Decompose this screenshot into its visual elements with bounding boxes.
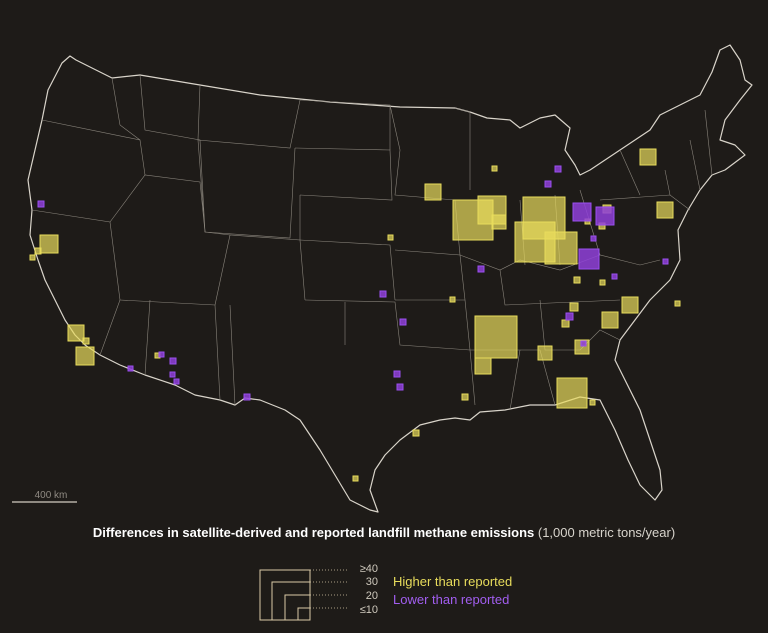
state-borders bbox=[31, 74, 713, 411]
landfill-marker-higher bbox=[39, 234, 59, 254]
lower-than-reported-markers bbox=[37, 165, 669, 401]
landfill-marker-lower bbox=[169, 357, 177, 365]
landfill-marker-lower bbox=[595, 206, 615, 226]
landfill-marker-lower bbox=[169, 371, 176, 378]
landfill-marker-higher bbox=[639, 148, 657, 166]
landfill-marker-higher bbox=[387, 234, 394, 241]
landfill-marker-lower bbox=[572, 202, 592, 222]
landfill-marker-lower bbox=[477, 265, 485, 273]
landfill-marker-higher bbox=[601, 311, 619, 329]
landfill-marker-lower bbox=[396, 383, 404, 391]
landfill-marker-higher bbox=[461, 393, 469, 401]
landfill-marker-higher bbox=[491, 214, 507, 230]
landfill-marker-lower bbox=[578, 248, 600, 270]
scale-bar-label: 400 km bbox=[34, 490, 68, 501]
landfill-marker-higher bbox=[537, 345, 553, 361]
landfill-marker-higher bbox=[573, 276, 581, 284]
legend-higher-label: Higher than reported bbox=[393, 574, 513, 589]
size-label-30: 30 bbox=[365, 576, 378, 588]
landfill-marker-lower bbox=[127, 365, 134, 372]
landfill-marker-higher bbox=[67, 324, 85, 342]
landfill-marker-lower bbox=[554, 165, 562, 173]
landfill-marker-lower bbox=[590, 235, 597, 242]
landfill-marker-lower bbox=[580, 340, 587, 347]
landfill-marker-lower bbox=[662, 258, 669, 265]
scale-bar bbox=[12, 501, 77, 503]
landfill-marker-higher bbox=[412, 429, 420, 437]
landfill-marker-lower bbox=[393, 370, 401, 378]
size-label-20: 20 bbox=[365, 590, 378, 602]
landfill-marker-higher bbox=[34, 247, 42, 255]
landfill-marker-higher bbox=[599, 279, 606, 286]
size-label-10: ≤10 bbox=[359, 604, 378, 616]
landfill-markers bbox=[29, 148, 681, 482]
legend-title-main: Differences in satellite-derived and rep… bbox=[92, 525, 535, 540]
landfill-marker-lower bbox=[611, 273, 618, 280]
landfill-marker-higher bbox=[75, 346, 95, 366]
landfill-marker-higher bbox=[82, 337, 90, 345]
landfill-marker-lower bbox=[243, 393, 251, 401]
landfill-marker-higher bbox=[544, 231, 578, 265]
landfill-marker-lower bbox=[379, 290, 387, 298]
landfill-marker-lower bbox=[173, 378, 180, 385]
landfill-marker-higher bbox=[621, 296, 639, 314]
landfill-marker-higher bbox=[424, 183, 442, 201]
legend-title-unit: (1,000 metric tons/year) bbox=[537, 525, 676, 540]
landfill-marker-higher bbox=[556, 377, 588, 409]
us-land bbox=[27, 44, 753, 513]
size-square-30 bbox=[271, 581, 311, 621]
landfill-marker-higher bbox=[589, 399, 596, 406]
landfill-marker-lower bbox=[544, 180, 552, 188]
landfill-marker-higher bbox=[474, 357, 492, 375]
landfill-marker-higher bbox=[491, 165, 498, 172]
landfill-marker-higher bbox=[656, 201, 674, 219]
size-legend: ≥40 30 20 ≤10 bbox=[258, 563, 378, 624]
landfill-marker-lower bbox=[399, 318, 407, 326]
landfill-marker-lower bbox=[158, 351, 165, 358]
landfill-marker-higher bbox=[674, 300, 681, 307]
landfill-marker-higher bbox=[29, 254, 36, 261]
landfill-marker-higher bbox=[474, 315, 518, 359]
landfill-marker-higher bbox=[449, 296, 456, 303]
higher-than-reported-markers bbox=[29, 148, 681, 482]
size-label-40: ≥40 bbox=[359, 563, 378, 575]
legend-title: Differences in satellite-derived and rep… bbox=[0, 524, 768, 542]
size-legend-squares bbox=[259, 569, 348, 621]
landfill-marker-higher bbox=[561, 319, 570, 328]
landfill-marker-higher bbox=[352, 475, 359, 482]
landfill-marker-higher bbox=[569, 302, 579, 312]
landfill-marker-lower bbox=[565, 312, 574, 321]
landfill-marker-lower bbox=[37, 200, 45, 208]
size-square-10 bbox=[297, 607, 311, 621]
legend-lower-label: Lower than reported bbox=[393, 592, 510, 607]
